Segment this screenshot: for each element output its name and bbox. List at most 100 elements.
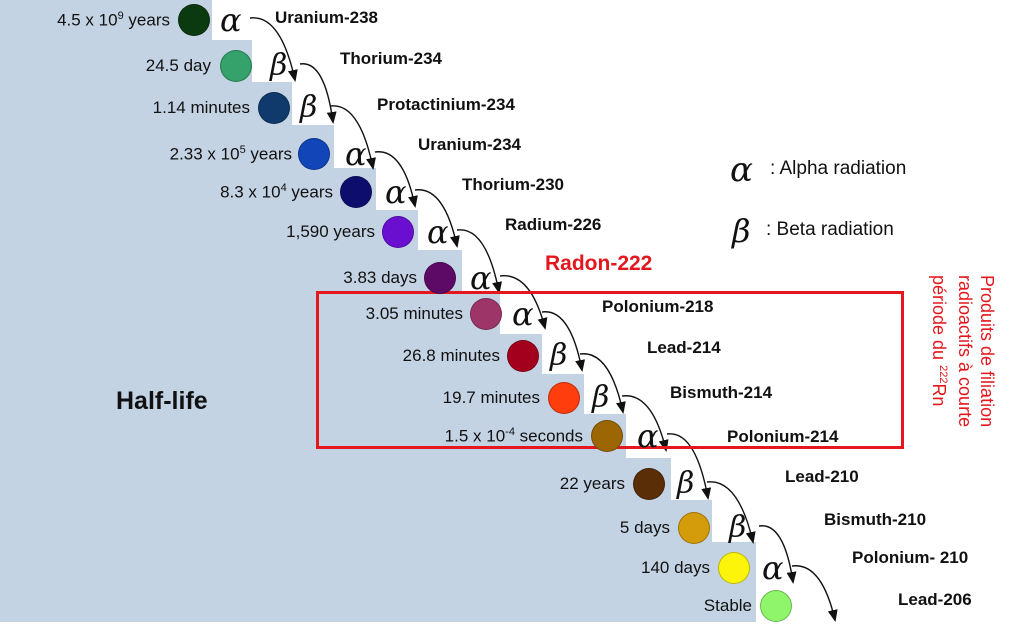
radon-222-label: Radon-222 xyxy=(545,252,653,275)
halflife-label: 24.5 day xyxy=(146,56,211,76)
note-line-1: Produits de filiation xyxy=(977,275,997,428)
isotope-name: Thorium-234 xyxy=(340,49,443,68)
beta-decay-symbol: β xyxy=(729,510,747,545)
nuclide-ball xyxy=(760,590,792,622)
nuclide-ball xyxy=(678,512,710,544)
isotope-name: Lead-206 xyxy=(898,590,972,609)
half-life-title: Half-life xyxy=(116,387,208,415)
halflife-label: 1.14 minutes xyxy=(153,98,250,118)
beta-decay-symbol: β xyxy=(592,380,610,415)
nuclide-ball xyxy=(178,4,210,36)
nuclide-ball xyxy=(507,340,539,372)
halflife-value: 140 days xyxy=(641,558,710,577)
beta-decay-symbol: β xyxy=(300,90,318,125)
halflife-value: 24.5 day xyxy=(145,56,211,75)
nuclide-ball xyxy=(548,382,580,414)
halflife-unit: years xyxy=(286,182,333,202)
note-line-3-sup: 222 xyxy=(937,365,949,384)
halflife-unit: years xyxy=(245,144,292,164)
isotope-name: Lead-210 xyxy=(785,467,859,486)
halflife-value: 1.14 minutes xyxy=(152,98,250,117)
halflife-value: 3.05 minutes xyxy=(365,304,463,323)
note-line-2: radioactifs à courte xyxy=(955,275,975,428)
isotope-name: Polonium- 210 xyxy=(852,548,969,567)
halflife-value: Stable xyxy=(703,596,752,615)
nuclide-ball xyxy=(340,176,372,208)
short-lived-progeny-note: Produits de filiation radioactifs à cour… xyxy=(928,275,998,427)
isotope-name: Bismuth-214 xyxy=(670,383,773,402)
halflife-label: 22 years xyxy=(560,474,625,494)
halflife-label: 4.5 x 109 years xyxy=(57,10,170,31)
halflife-exponent: -4 xyxy=(505,426,515,438)
alpha-decay-symbol: α xyxy=(220,1,242,39)
halflife-value: 8.3 x 10 xyxy=(220,182,281,202)
halflife-value: 1,590 years xyxy=(286,222,375,241)
beta-decay-symbol: β xyxy=(550,338,568,373)
isotope-name: Polonium-214 xyxy=(727,427,839,446)
alpha-decay-symbol: α xyxy=(345,135,367,173)
halflife-unit: seconds xyxy=(514,426,583,446)
nuclide-ball xyxy=(424,262,456,294)
halflife-exponent: 5 xyxy=(239,144,246,156)
isotope-name: Uranium-234 xyxy=(418,135,521,154)
beta-decay-symbol: β xyxy=(677,466,695,501)
isotope-name: Thorium-230 xyxy=(462,175,565,194)
legend-beta-symbol: β xyxy=(732,212,751,250)
nuclide-ball xyxy=(220,50,252,82)
halflife-value: 22 years xyxy=(559,474,625,493)
decay-arrow xyxy=(621,395,669,452)
alpha-decay-symbol: α xyxy=(762,549,784,587)
note-line-3-suffix: Rn xyxy=(929,383,949,407)
decay-arrow xyxy=(758,525,797,584)
halflife-exponent: 9 xyxy=(117,10,124,22)
halflife-value: 26.8 minutes xyxy=(402,346,500,365)
halflife-label: 8.3 x 104 years xyxy=(220,182,333,203)
halflife-value: 5 days xyxy=(619,518,670,537)
alpha-decay-symbol: α xyxy=(385,173,407,211)
staircase-shape xyxy=(0,0,756,622)
halflife-label: 5 days xyxy=(620,518,670,538)
halflife-label: 2.33 x 105 years xyxy=(170,144,292,165)
halflife-label: Stable xyxy=(704,596,752,616)
halflife-exponent: 4 xyxy=(280,182,287,194)
isotope-name: Bismuth-210 xyxy=(824,510,927,529)
note-line-3-prefix: période du xyxy=(929,275,949,366)
legend-alpha-text: : Alpha radiation xyxy=(770,158,907,179)
nuclide-ball xyxy=(470,298,502,330)
decay-arrow xyxy=(541,311,586,372)
legend-beta-text: : Beta radiation xyxy=(766,219,894,240)
halflife-value: 4.5 x 10 xyxy=(57,10,118,30)
alpha-decay-symbol: α xyxy=(427,213,449,251)
isotope-name: Lead-214 xyxy=(647,338,721,357)
isotope-name: Polonium-218 xyxy=(602,297,714,316)
decay-arrow xyxy=(456,229,502,294)
decay-arrow xyxy=(499,275,548,330)
beta-decay-symbol: β xyxy=(270,48,288,83)
halflife-unit: years xyxy=(123,10,170,30)
nuclide-ball xyxy=(298,138,330,170)
decay-arrow xyxy=(374,151,418,208)
isotope-name: Protactinium-234 xyxy=(377,95,515,114)
halflife-label: 140 days xyxy=(641,558,710,578)
halflife-value: 3.83 days xyxy=(343,268,417,287)
decay-arrow xyxy=(706,481,756,544)
legend-alpha-symbol: α xyxy=(730,150,753,190)
halflife-label: 3.05 minutes xyxy=(366,304,463,324)
halflife-value: 2.33 x 10 xyxy=(169,144,240,164)
decay-arrow xyxy=(579,353,626,414)
alpha-decay-symbol: α xyxy=(470,259,492,297)
isotope-name: Uranium-238 xyxy=(275,8,378,27)
halflife-label: 19.7 minutes xyxy=(443,388,540,408)
nuclide-ball xyxy=(258,92,290,124)
decay-arrow xyxy=(414,189,460,248)
halflife-label: 1,590 years xyxy=(286,222,375,242)
decay-arrow xyxy=(299,63,337,124)
nuclide-ball xyxy=(382,216,414,248)
decay-arrow xyxy=(791,565,838,622)
isotope-name: Radium-226 xyxy=(505,215,602,234)
note-line-3: période du 222Rn xyxy=(928,275,954,427)
decay-arrow xyxy=(329,105,376,170)
halflife-label: 3.83 days xyxy=(343,268,417,288)
